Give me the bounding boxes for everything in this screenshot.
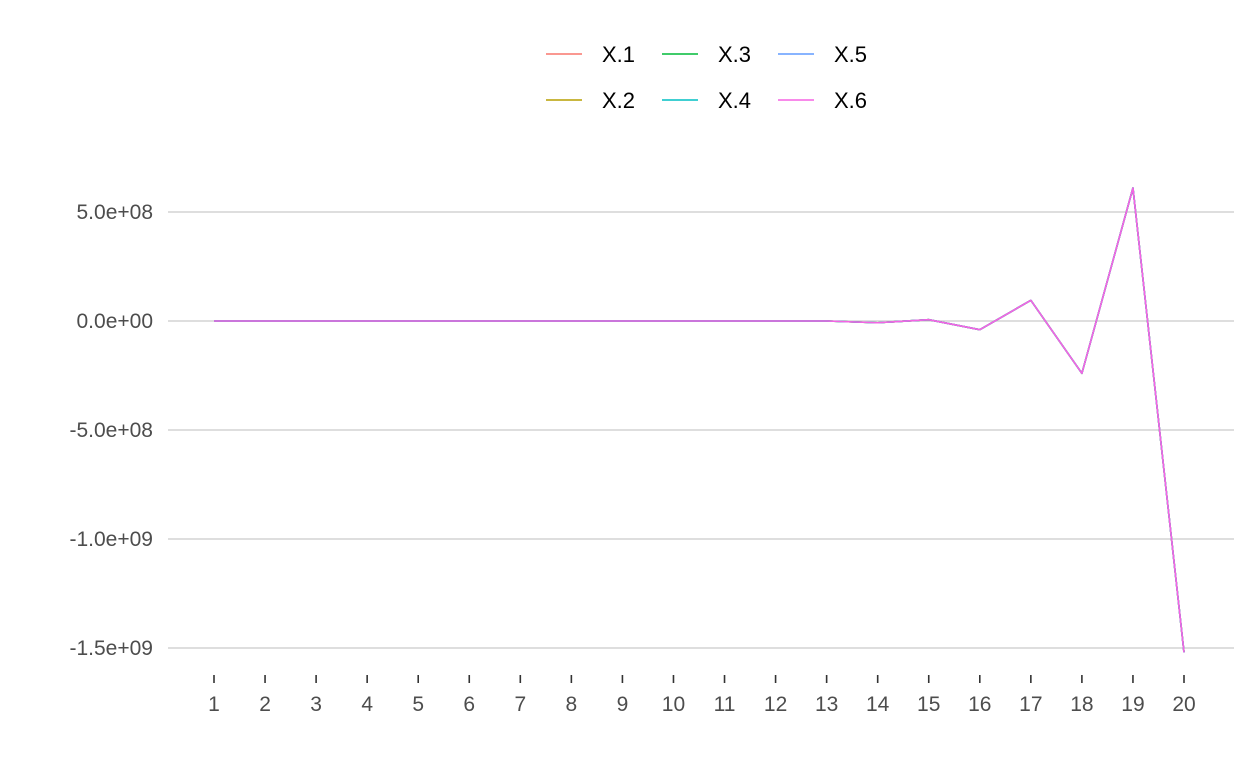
x-tick-label: 2 (259, 693, 271, 716)
legend-label-x-3: X.3 (718, 42, 751, 67)
y-tick-label: -1.5e+09 (70, 637, 154, 660)
legend-label-x-5: X.5 (834, 42, 867, 67)
series-line-x-2 (214, 187, 1185, 653)
x-tick-label: 11 (714, 693, 736, 716)
y-tick-label: 0.0e+00 (77, 310, 154, 333)
series-line-x-1 (214, 187, 1185, 653)
x-tick-label: 5 (412, 693, 424, 716)
x-tick-label: 14 (866, 693, 890, 716)
legend: X.1 X.2 X.3 X.4 X.5 X.6 (546, 42, 867, 113)
legend-label-x-6: X.6 (834, 88, 867, 113)
y-tick-label: -5.0e+08 (70, 419, 154, 442)
y-axis: 5.0e+08 0.0e+00 -5.0e+08 -1.0e+09 -1.5e+09 (70, 201, 154, 660)
x-tick-label: 7 (514, 693, 526, 716)
series-layer (214, 187, 1185, 653)
x-tick-label: 19 (1121, 693, 1144, 716)
legend-label-x-2: X.2 (602, 88, 635, 113)
y-tick-label: 5.0e+08 (77, 201, 154, 224)
x-tick-label: 20 (1172, 693, 1195, 716)
y-tick-label: -1.0e+09 (70, 528, 154, 551)
x-tick-label: 17 (1019, 693, 1042, 716)
x-tick-label: 18 (1070, 693, 1093, 716)
series-line-x-3 (214, 187, 1185, 653)
series-line-x-6 (214, 187, 1185, 653)
x-tick-label: 4 (361, 693, 373, 716)
x-tick-label: 12 (764, 693, 787, 716)
x-axis: 1 2 3 4 5 6 7 8 9 10 11 12 13 14 15 16 17 18 19 20 (208, 675, 1196, 716)
x-tick-label: 6 (463, 693, 475, 716)
legend-label-x-1: X.1 (602, 42, 635, 67)
series-line-x-5 (214, 187, 1185, 653)
grid-layer (168, 211, 1234, 649)
x-tick-label: 3 (310, 693, 322, 716)
x-tick-label: 9 (617, 693, 629, 716)
x-tick-label: 8 (566, 693, 578, 716)
x-tick-label: 16 (968, 693, 991, 716)
x-tick-label: 13 (815, 693, 838, 716)
x-tick-label: 1 (208, 693, 220, 716)
x-tick-label: 10 (662, 693, 685, 716)
legend-label-x-4: X.4 (718, 88, 751, 113)
x-tick-label: 15 (917, 693, 940, 716)
series-line-x-4 (214, 187, 1185, 653)
